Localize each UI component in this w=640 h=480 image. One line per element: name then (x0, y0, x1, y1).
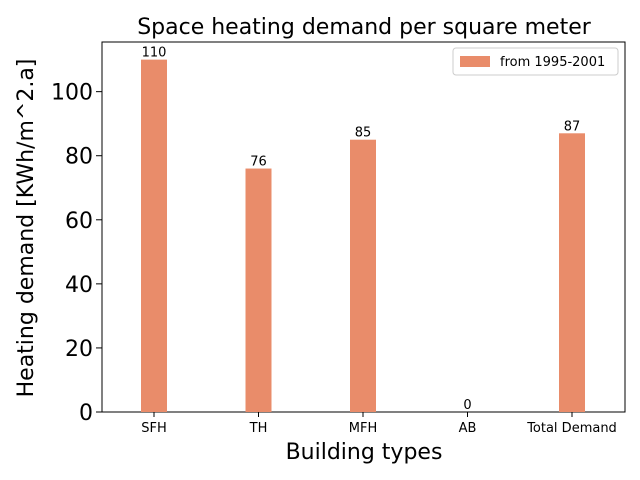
y-tick-label-5: 100 (51, 81, 93, 106)
bar-total-demand (559, 133, 585, 412)
data-labels: 110 76 85 0 87 (142, 46, 581, 413)
x-tick-label-1: TH (249, 421, 268, 436)
bar-mfh (350, 139, 376, 412)
legend-box (452, 47, 619, 76)
legend-swatch (460, 56, 490, 67)
data-label-3: 0 (463, 398, 471, 413)
y-tick-label-2: 40 (65, 273, 93, 298)
y-axis-label: Heating demand [KWh/m^2.a] (14, 59, 39, 398)
y-axis: 0 20 40 60 80 100 (51, 81, 102, 426)
data-label-4: 87 (564, 119, 581, 134)
data-label-2: 85 (355, 126, 372, 141)
y-tick-label-3: 60 (65, 209, 93, 234)
x-tick-label-2: MFH (349, 421, 377, 436)
data-label-0: 110 (142, 46, 167, 61)
legend-label: from 1995-2001 (500, 55, 605, 70)
bar-th (245, 168, 272, 412)
y-tick-label-0: 0 (79, 401, 93, 426)
legend: from 1995-2001 (452, 47, 619, 76)
x-tick-label-4: Total Demand (526, 421, 617, 436)
bar-sfh (141, 59, 167, 412)
chart-title: Space heating demand per square meter (137, 15, 592, 40)
bars (141, 59, 585, 412)
data-label-1: 76 (250, 155, 267, 170)
y-tick-label-4: 80 (65, 145, 93, 170)
x-axis-label: Building types (286, 440, 443, 465)
x-tick-label-0: SFH (141, 421, 167, 436)
x-axis: SFH TH MFH AB Total Demand (141, 412, 617, 436)
y-tick-label-1: 20 (65, 337, 93, 362)
x-tick-label-3: AB (459, 421, 477, 436)
